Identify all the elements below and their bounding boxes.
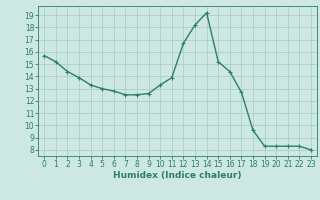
X-axis label: Humidex (Indice chaleur): Humidex (Indice chaleur) <box>113 171 242 180</box>
